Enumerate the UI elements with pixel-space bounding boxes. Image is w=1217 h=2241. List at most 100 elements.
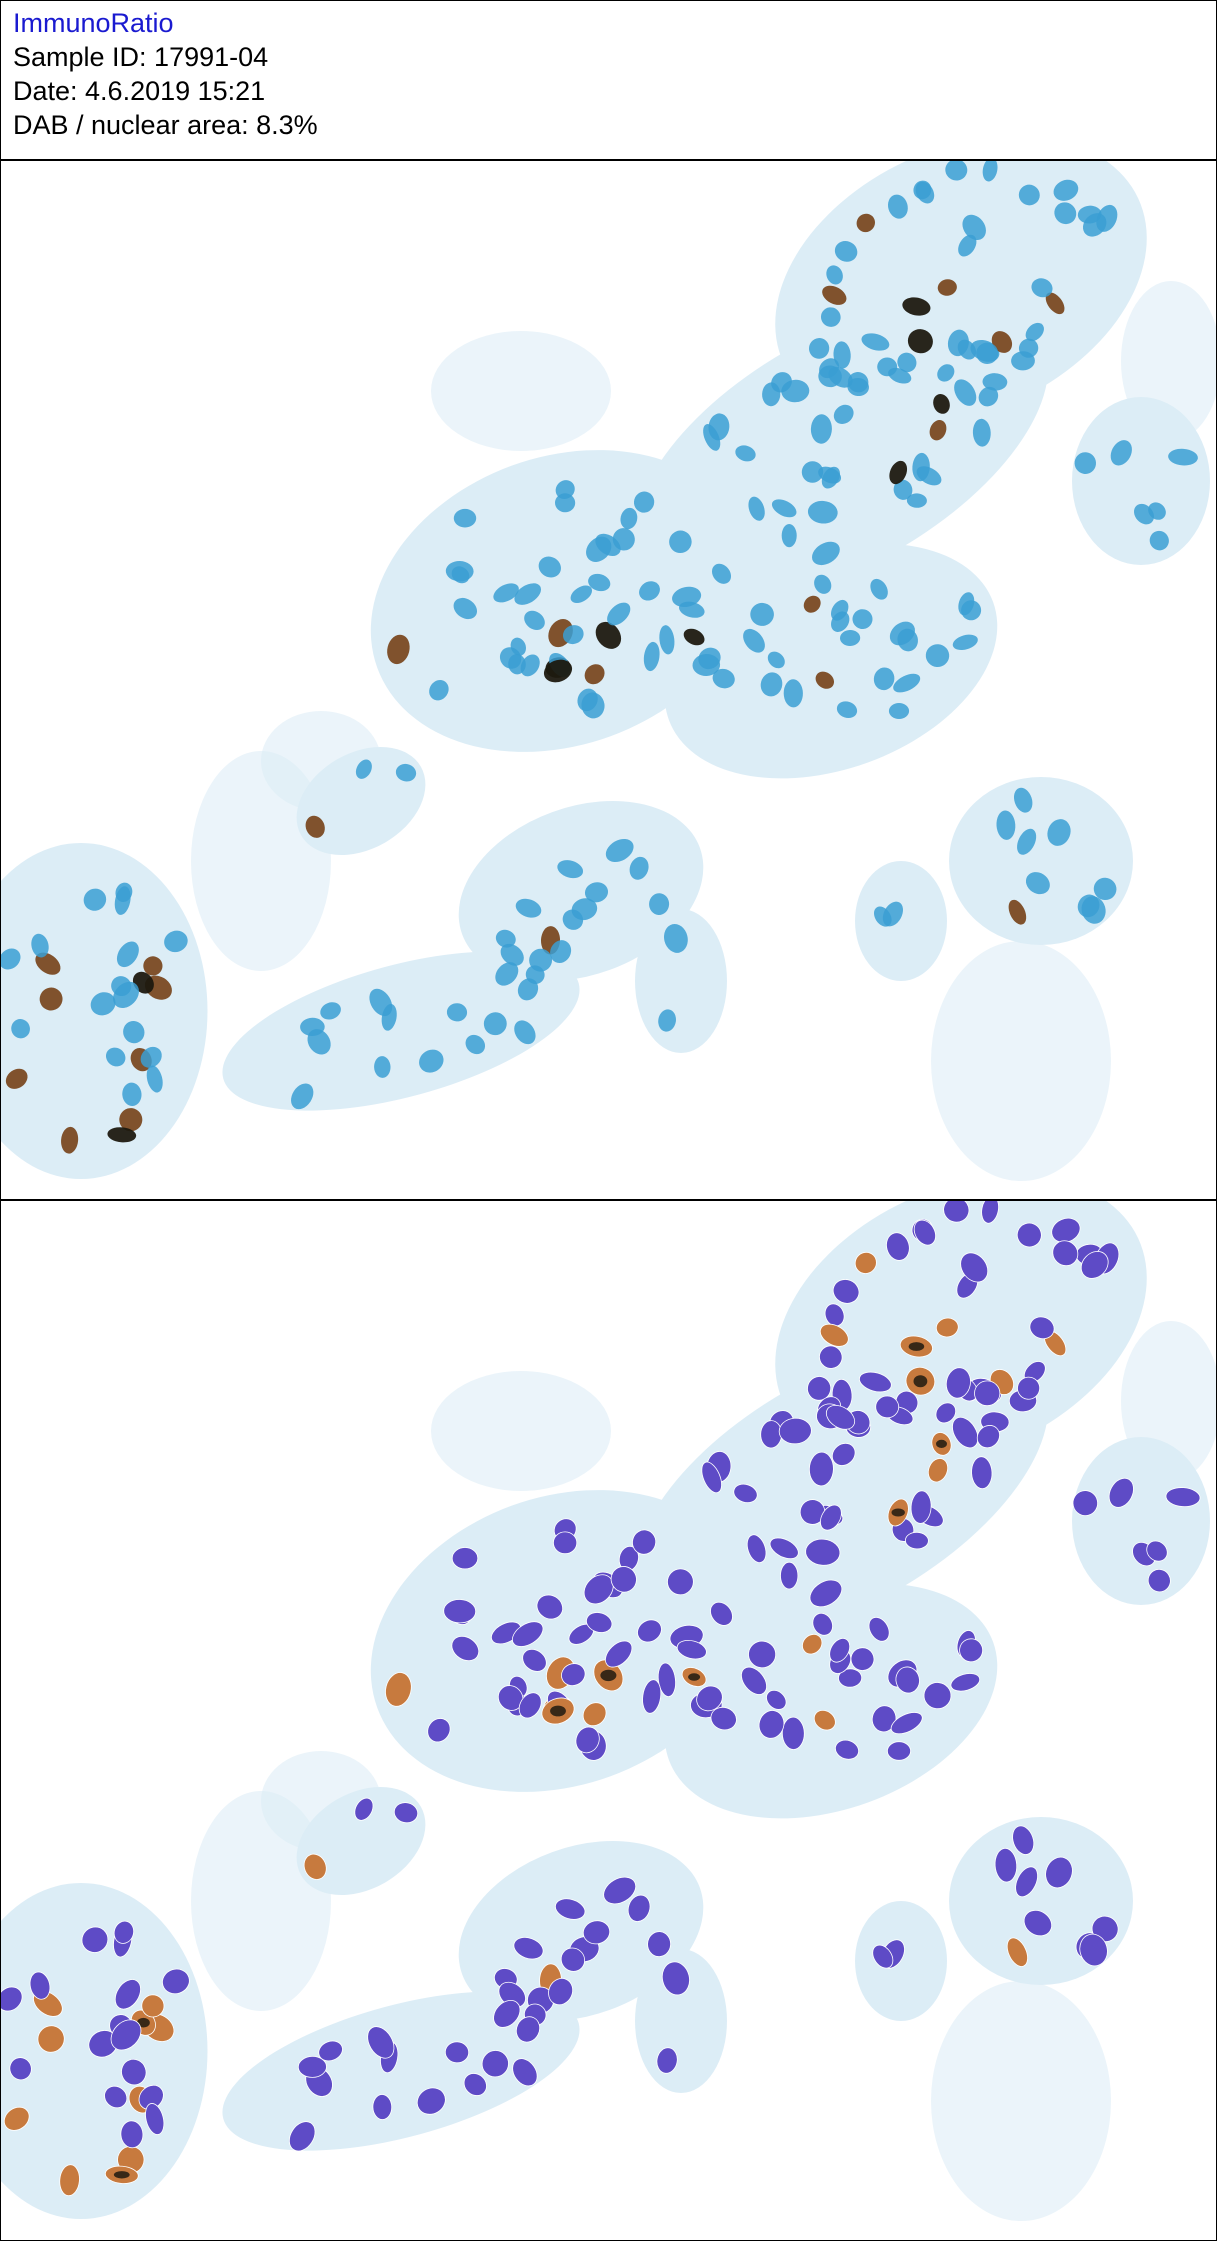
nucleus xyxy=(164,930,188,953)
nucleus xyxy=(453,508,477,528)
segmented-nucleus xyxy=(778,1417,812,1445)
nucleus xyxy=(852,609,873,630)
nucleus xyxy=(520,654,540,677)
nucleus xyxy=(672,586,702,608)
nucleus xyxy=(659,625,675,655)
segmented-nucleus xyxy=(1045,1856,1073,1889)
nucleus xyxy=(1110,440,1132,466)
nucleus xyxy=(620,507,638,530)
segmentation-overlay-image xyxy=(1,1201,1216,2221)
segmented-nucleus xyxy=(575,1726,600,1754)
nucleus xyxy=(140,1046,162,1068)
segmented-nucleus xyxy=(809,1579,843,1608)
segmentation-overlay-panel xyxy=(1,1201,1216,2240)
segmented-nucleus xyxy=(451,1635,480,1662)
report-header: ImmunoRatio Sample ID: 17991-04 Date: 4.… xyxy=(1,1,1216,161)
nucleus xyxy=(902,297,931,316)
segmented-nucleus xyxy=(825,1404,856,1430)
segmented-nucleus xyxy=(647,1931,672,1957)
segmented-nucleus xyxy=(512,1621,544,1647)
segmented-nucleus xyxy=(162,1968,190,1995)
nucleus xyxy=(562,909,584,930)
nucleus xyxy=(493,583,519,603)
nucleus xyxy=(629,856,649,880)
nucleus xyxy=(933,393,950,414)
nucleus xyxy=(1008,899,1027,925)
nucleus xyxy=(584,882,609,903)
nucleus xyxy=(1025,872,1050,895)
nucleus xyxy=(888,703,910,719)
segmented-nucleus xyxy=(610,1566,637,1593)
nucleus xyxy=(814,574,832,594)
segmented-nucleus xyxy=(113,1920,135,1944)
segmented-nucleus xyxy=(632,1529,657,1555)
nucleus xyxy=(305,815,325,838)
nucleus xyxy=(1093,877,1117,901)
segmented-nucleus xyxy=(696,1685,723,1712)
segmented-nucleus xyxy=(9,2057,32,2081)
segmented-nucleus xyxy=(831,1442,856,1466)
segmented-nucleus xyxy=(104,2085,128,2109)
segmented-nucleus xyxy=(451,1547,479,1570)
tissue-background xyxy=(1,161,1216,1181)
nucleus xyxy=(929,420,947,441)
nucleus xyxy=(643,641,660,672)
nucleus xyxy=(577,688,598,712)
nucleus xyxy=(1045,292,1065,315)
segmented-nucleus xyxy=(835,1739,859,1760)
segmented-nucleus xyxy=(1079,1933,1108,1967)
segmented-nucleus xyxy=(943,1201,970,1223)
segmented-nucleus xyxy=(923,1682,952,1710)
nucleus xyxy=(683,628,705,646)
segmented-nucleus xyxy=(935,1402,957,1424)
segmented-nucleus xyxy=(890,1712,923,1735)
nucleus xyxy=(897,628,918,652)
dab-core xyxy=(600,1669,617,1682)
segmented-nucleus xyxy=(385,1672,412,1707)
nucleus xyxy=(856,213,876,233)
segmented-nucleus xyxy=(114,1979,141,2010)
nucleus xyxy=(1081,896,1106,924)
nucleus xyxy=(912,452,930,482)
nucleus xyxy=(446,1003,468,1022)
nucleus xyxy=(771,499,797,518)
nucleus xyxy=(514,1020,536,1045)
nucleus xyxy=(543,659,573,683)
nucleus xyxy=(557,860,584,879)
segmented-nucleus xyxy=(81,1926,109,1953)
dab-core xyxy=(891,1508,905,1517)
nucleus xyxy=(35,952,61,975)
dab-core xyxy=(137,2017,150,2028)
nucleus xyxy=(369,988,393,1017)
nucleus xyxy=(607,602,631,626)
nucleus xyxy=(760,672,783,697)
segmented-nucleus xyxy=(513,1936,544,1960)
nucleus xyxy=(812,541,840,566)
segmented-nucleus xyxy=(868,1616,890,1642)
nucleus xyxy=(962,214,986,241)
segmented-nucleus xyxy=(741,1666,767,1695)
segmented-nucleus xyxy=(37,2025,65,2053)
nucleus xyxy=(1025,322,1044,342)
nucleus xyxy=(698,647,721,670)
nucleus xyxy=(781,379,810,403)
nucleus xyxy=(893,479,913,500)
nucleus xyxy=(1054,202,1077,225)
segmented-nucleus xyxy=(120,2120,144,2149)
segmented-nucleus xyxy=(859,1371,892,1393)
segmented-nucleus xyxy=(1,1986,23,2012)
nucleus xyxy=(1082,213,1107,237)
stained-nuclei xyxy=(1,161,1198,1154)
segmented-nucleus xyxy=(701,1461,722,1494)
nucleus xyxy=(649,893,670,915)
nucleus xyxy=(840,629,861,647)
segmented-nucleus xyxy=(769,1537,799,1560)
nucleus xyxy=(11,1019,30,1039)
segmented-nucleus xyxy=(367,2026,395,2059)
nucleus xyxy=(991,331,1013,353)
nucleus xyxy=(954,379,977,406)
nucleus xyxy=(972,418,991,447)
nucleus xyxy=(1,948,21,970)
nucleus xyxy=(821,466,840,489)
